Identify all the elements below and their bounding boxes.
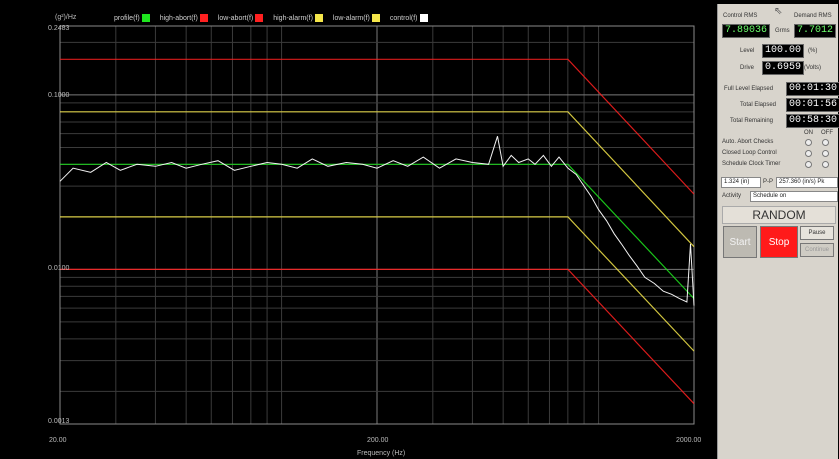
legend-swatch — [255, 14, 264, 22]
stop-button[interactable]: Stop — [760, 226, 798, 258]
closed-loop-control-label: Closed Loop Control — [722, 150, 777, 156]
test-mode-label: RANDOM — [722, 206, 836, 224]
legend-label: high-alarm(f) — [273, 14, 313, 22]
y-tick-label: 0.0013 — [48, 418, 70, 425]
auto-abort-on-radio[interactable] — [805, 139, 812, 146]
y-tick-label: 0.0100 — [48, 265, 70, 272]
displacement-readout: 1.324 (in) — [721, 177, 761, 188]
schedule-timer-on-radio[interactable] — [805, 161, 812, 168]
level-value: 100.00 — [762, 44, 805, 58]
legend-swatch — [314, 14, 323, 22]
series-line-profilef — [60, 163, 695, 300]
peak-to-peak-label: P-P — [763, 179, 774, 185]
series-line-controlf — [59, 136, 695, 306]
legend-swatch — [141, 14, 150, 22]
demand-rms-label: Demand RMS — [794, 13, 832, 19]
legend-item: control(f) — [390, 14, 428, 22]
total-elapsed-label: Total Elapsed — [740, 102, 777, 108]
total-elapsed-value: 00:01:56 — [786, 98, 839, 112]
legend-item: low-abort(f) — [217, 14, 264, 22]
y-tick-label: 0.1000 — [48, 92, 70, 99]
control-rms-value: 7.89036 — [722, 24, 771, 38]
continue-button[interactable]: Continue — [800, 243, 834, 257]
auto-abort-checks-label: Auto. Abort Checks — [722, 139, 774, 145]
control-side-panel: ⇖ Control RMS Demand RMS 7.89036 Grms 7.… — [717, 4, 839, 459]
auto-abort-off-radio[interactable] — [822, 139, 829, 146]
schedule-clock-timer-label: Schedule Clock Timer — [722, 161, 781, 167]
legend-item: high-alarm(f) — [273, 14, 323, 22]
demand-rms-value: 7.7012 — [794, 24, 837, 38]
schedule-timer-off-radio[interactable] — [822, 161, 829, 168]
legend-swatch — [371, 14, 380, 22]
legend-item: high-abort(f) — [160, 14, 208, 22]
legend-item: low-alarm(f) — [333, 14, 380, 22]
full-elapsed-value: 00:01:30 — [786, 82, 839, 96]
grms-unit: Grms — [775, 28, 790, 34]
start-button[interactable]: Start — [723, 226, 757, 258]
psd-chart — [59, 25, 695, 425]
x-axis-label: Frequency (Hz) — [357, 450, 406, 457]
drive-label: Drive — [740, 65, 755, 71]
series-line-highabortf — [60, 58, 695, 195]
legend-label: profile(f) — [114, 14, 140, 22]
x-tick-label: 2000.00 — [676, 437, 702, 444]
mouse-cursor-icon: ⇖ — [774, 6, 783, 17]
level-unit: (%) — [808, 48, 818, 54]
pause-button[interactable]: Pause — [800, 226, 834, 240]
series-line-highalarmf — [60, 111, 695, 248]
total-remaining-value: 00:58:30 — [786, 114, 839, 128]
series-line-lowalarmf — [60, 216, 695, 352]
series-line-lowabortf — [60, 268, 695, 405]
legend: profile(f) high-abort(f) low-abort(f) high-… — [114, 11, 434, 25]
full-elapsed-label: Full Level Elapsed — [724, 86, 774, 92]
x-tick-label: 200.00 — [367, 437, 389, 444]
plot-panel: profile(f) high-abort(f) low-abort(f) high-… — [22, 4, 717, 459]
legend-swatch — [419, 14, 428, 22]
control-rms-label: Control RMS — [723, 13, 758, 19]
drive-unit: (Volts) — [804, 65, 822, 71]
off-column-label: OFF — [821, 130, 833, 136]
closed-loop-on-radio[interactable] — [805, 150, 812, 157]
activity-field: Schedule on — [750, 191, 838, 202]
legend-label: control(f) — [389, 14, 418, 22]
legend-item: profile(f) — [114, 14, 150, 22]
legend-label: low-alarm(f) — [332, 14, 370, 22]
drive-value: 0.6959 — [762, 61, 805, 75]
legend-label: low-abort(f) — [217, 14, 254, 22]
level-label: Level — [740, 48, 755, 54]
y-tick-label: 0.2483 — [48, 25, 70, 32]
total-remaining-label: Total Remaining — [730, 118, 774, 124]
closed-loop-off-radio[interactable] — [822, 150, 829, 157]
legend-label: high-abort(f) — [159, 14, 198, 22]
activity-label: Activity — [722, 193, 742, 199]
velocity-readout: 257.360 (in/s) Pk — [776, 177, 838, 188]
on-column-label: ON — [804, 130, 813, 136]
plot-frame — [59, 25, 695, 425]
y-axis-label: (g²)/Hz — [55, 14, 77, 21]
x-tick-label: 20.00 — [49, 437, 67, 444]
legend-swatch — [199, 14, 208, 22]
